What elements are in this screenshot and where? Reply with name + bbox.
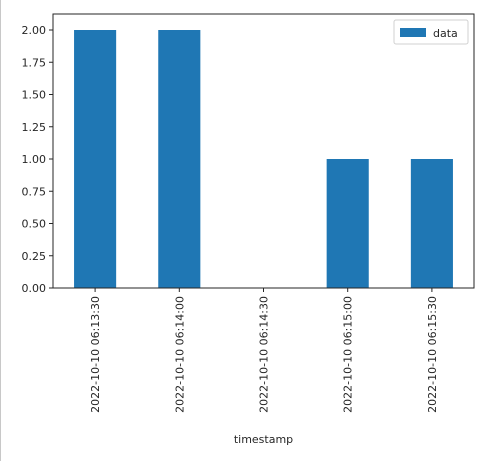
axes-frame bbox=[52, 13, 475, 289]
y-tick-label: 2.00 bbox=[22, 24, 47, 37]
x-tick-label: 2022-10-10 06:14:00 bbox=[173, 296, 186, 413]
bars-layer bbox=[74, 30, 453, 288]
bar bbox=[158, 30, 201, 288]
y-tick-label: 0.50 bbox=[22, 218, 47, 231]
x-tick-label: 2022-10-10 06:15:00 bbox=[342, 296, 355, 413]
bar bbox=[74, 30, 117, 288]
x-tick-label: 2022-10-10 06:14:30 bbox=[258, 296, 271, 413]
bar bbox=[326, 159, 369, 288]
legend-swatch bbox=[400, 28, 426, 37]
y-axis: 0.00 0.25 0.50 0.75 1.00 1.25 1.50 1.75 2.00 bbox=[22, 24, 53, 295]
x-axis: 2022-10-10 06:13:30 2022-10-10 06:14:00 20… bbox=[89, 288, 439, 413]
y-tick-label: 0.00 bbox=[22, 282, 47, 295]
y-tick-label: 0.75 bbox=[22, 185, 47, 198]
x-tick-label: 2022-10-10 06:13:30 bbox=[89, 296, 102, 413]
legend: data bbox=[393, 19, 469, 45]
bar bbox=[410, 159, 453, 288]
legend-label: data bbox=[433, 27, 458, 40]
x-axis-label: timestamp bbox=[234, 433, 293, 446]
legend-box bbox=[393, 19, 469, 45]
y-tick-label: 1.75 bbox=[22, 56, 47, 69]
y-tick-label: 0.25 bbox=[22, 250, 47, 263]
x-tick-label: 2022-10-10 06:15:30 bbox=[426, 296, 439, 413]
y-tick-label: 1.50 bbox=[22, 89, 47, 102]
y-tick-label: 1.00 bbox=[22, 153, 47, 166]
y-tick-label: 1.25 bbox=[22, 121, 47, 134]
